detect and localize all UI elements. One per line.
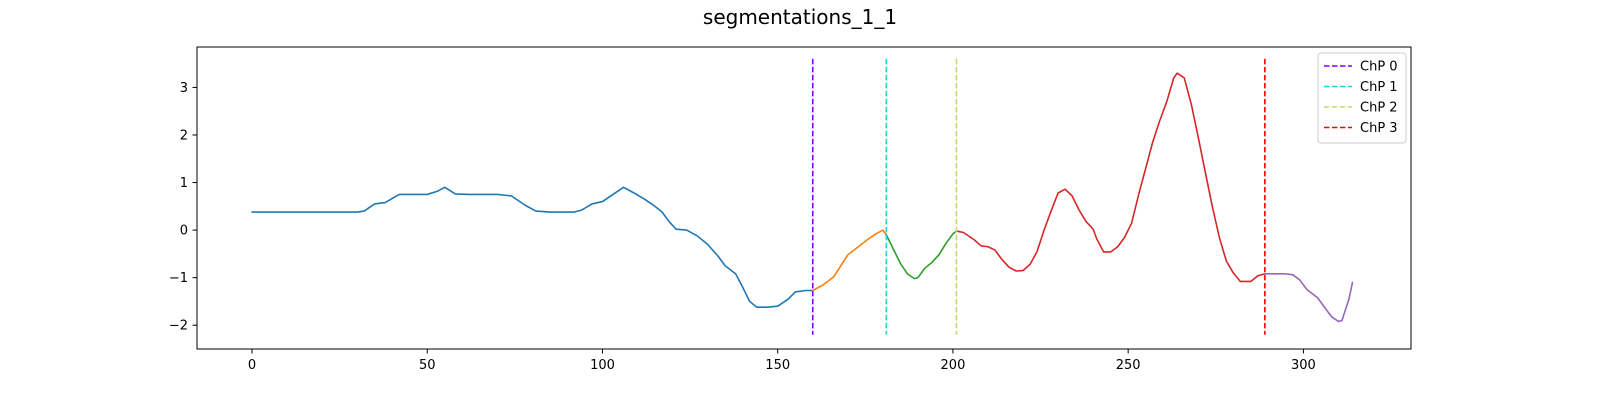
legend: ChP 0 ChP 1 ChP 2 ChP 3 xyxy=(1317,52,1407,144)
y-tick-label: 2 xyxy=(180,128,188,143)
chart-title: segmentations_1_1 xyxy=(703,5,897,29)
x-tick-label: 50 xyxy=(419,358,436,373)
series-line-segment-1 xyxy=(811,229,888,292)
series-line-segment-0 xyxy=(251,186,814,308)
x-tick-label: 200 xyxy=(941,358,966,373)
legend-label-1: ChP 1 xyxy=(1360,80,1398,95)
legend-label-0: ChP 0 xyxy=(1360,60,1398,75)
x-tick-label: 300 xyxy=(1291,358,1316,373)
plot-frame xyxy=(196,46,1412,350)
x-tick-label: 100 xyxy=(590,358,615,373)
y-tick-label: 1 xyxy=(180,176,188,191)
series-line-segment-2 xyxy=(885,230,958,280)
y-tick-label: −2 xyxy=(169,319,188,334)
x-tick-label: 250 xyxy=(1116,358,1141,373)
plot-area xyxy=(251,58,1354,335)
y-tick-label: 3 xyxy=(180,81,188,96)
series-line-segment-3 xyxy=(955,72,1266,283)
series-line-segment-4 xyxy=(1264,273,1354,323)
y-tick-label: 0 xyxy=(180,224,188,239)
legend-label-3: ChP 3 xyxy=(1360,121,1398,136)
legend-box xyxy=(1317,52,1407,144)
x-tick-label: 150 xyxy=(765,358,790,373)
x-tick-label: 0 xyxy=(248,358,256,373)
y-tick-label: −1 xyxy=(169,271,188,286)
legend-label-2: ChP 2 xyxy=(1360,101,1398,116)
axes: 0 50 100 150 200 250 300 −2 −1 0 1 2 3 xyxy=(169,81,1316,373)
